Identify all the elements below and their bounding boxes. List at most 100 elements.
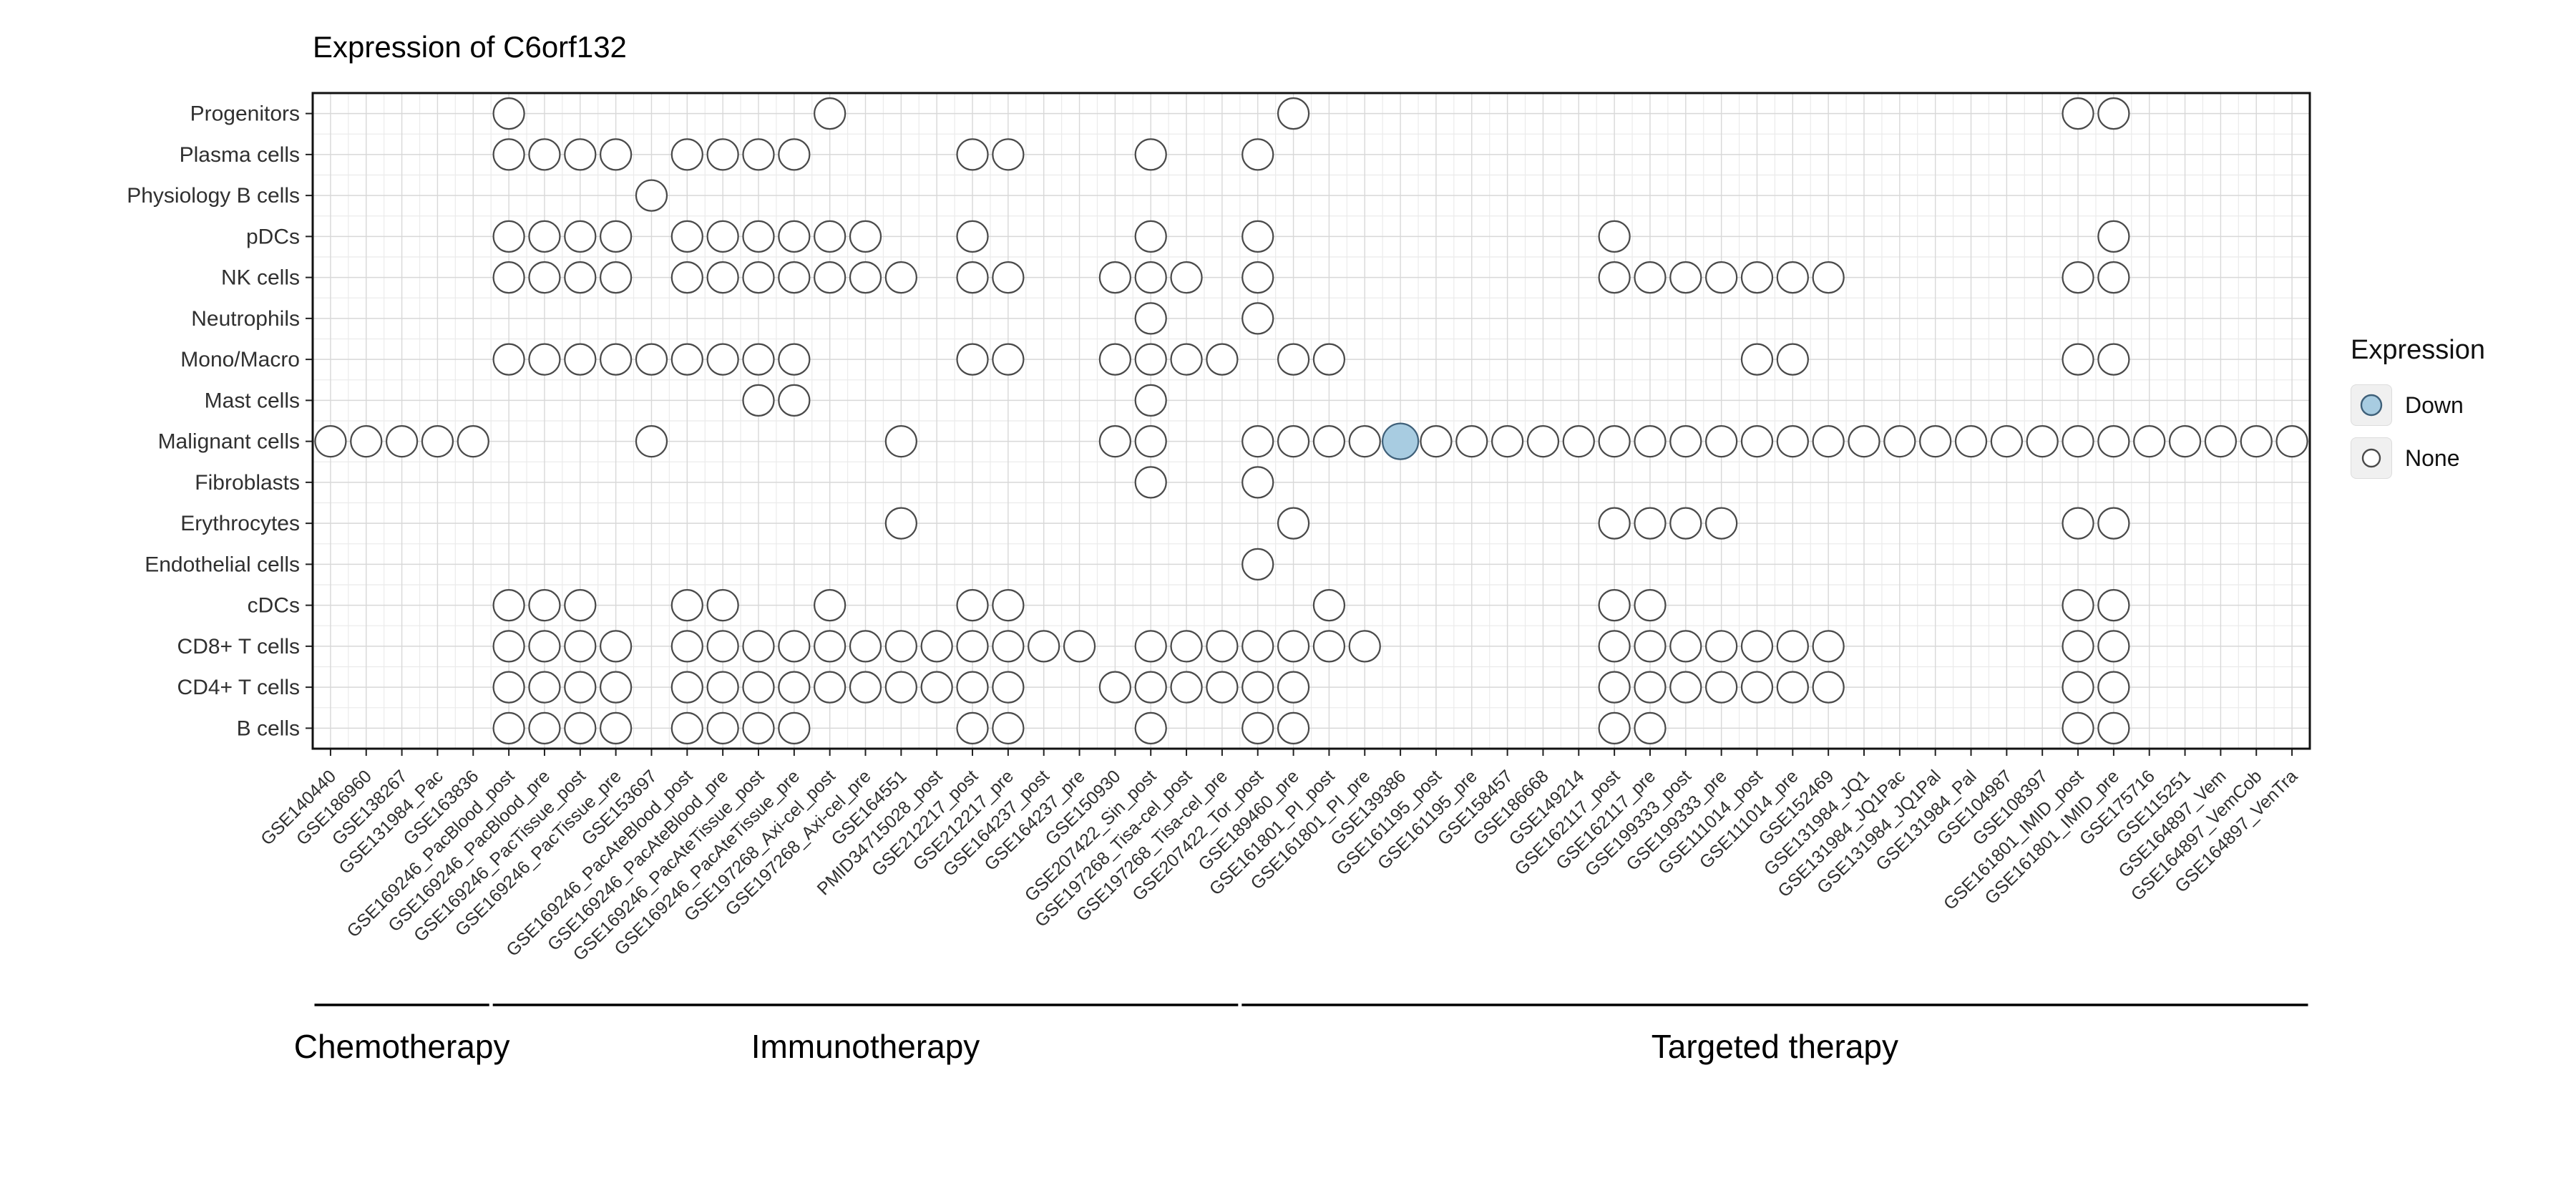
expression-dot bbox=[528, 630, 561, 663]
therapy-groups: Chemotherapy Immunotherapy Targeted therap… bbox=[294, 1003, 2308, 1065]
expression-dot bbox=[600, 220, 633, 253]
expression-dot bbox=[492, 97, 525, 130]
expression-dot bbox=[1277, 425, 1310, 458]
panel-border bbox=[311, 92, 2311, 750]
expression-dot bbox=[1312, 425, 1346, 458]
expression-dot bbox=[1241, 220, 1274, 253]
expression-dot-down bbox=[1381, 422, 1420, 460]
y-tick-label: NK cells bbox=[221, 266, 300, 290]
expression-dot bbox=[1134, 384, 1167, 417]
expression-dot bbox=[564, 589, 597, 622]
expression-dot bbox=[742, 711, 775, 744]
expression-dot bbox=[635, 179, 668, 212]
expression-dot bbox=[1990, 425, 2023, 458]
chart-title: Expression of C6orf132 bbox=[313, 30, 627, 64]
expression-dot bbox=[385, 425, 419, 458]
expression-dot bbox=[600, 630, 633, 663]
expression-dot bbox=[528, 261, 561, 294]
expression-dot bbox=[2062, 507, 2094, 540]
expression-dot bbox=[1812, 261, 1845, 294]
legend-label-down: Down bbox=[2405, 392, 2464, 418]
expression-dot bbox=[992, 630, 1025, 663]
expression-dot bbox=[2097, 507, 2130, 540]
expression-dot bbox=[742, 261, 775, 294]
expression-dot bbox=[1420, 425, 1453, 458]
expression-dot bbox=[564, 138, 597, 171]
expression-dot bbox=[778, 261, 811, 294]
expression-dot bbox=[992, 138, 1025, 171]
y-tick-label: Malignant cells bbox=[158, 430, 300, 454]
expression-dot bbox=[814, 261, 847, 294]
expression-dot bbox=[1241, 548, 1274, 580]
expression-dot bbox=[492, 711, 525, 744]
expression-dot bbox=[1883, 425, 1916, 458]
expression-dot bbox=[2097, 630, 2130, 663]
expression-dot bbox=[1206, 343, 1239, 376]
expression-dot bbox=[1634, 671, 1667, 704]
expression-dot bbox=[1669, 507, 1702, 540]
expression-dot bbox=[2062, 630, 2094, 663]
expression-dot bbox=[1277, 507, 1310, 540]
expression-dot bbox=[1312, 630, 1346, 663]
expression-dot bbox=[992, 671, 1025, 704]
expression-dot bbox=[920, 671, 953, 704]
expression-dot bbox=[1134, 711, 1167, 744]
expression-dot bbox=[1277, 711, 1310, 744]
expression-dot bbox=[1598, 671, 1631, 704]
expression-dot bbox=[600, 343, 633, 376]
expression-dot bbox=[956, 261, 989, 294]
expression-dot bbox=[1669, 630, 1702, 663]
none-dot-icon bbox=[2361, 448, 2381, 468]
expression-dot bbox=[1348, 425, 1381, 458]
y-tick-label: B cells bbox=[237, 716, 300, 740]
expression-dot bbox=[670, 589, 703, 622]
y-tick-label: Endothelial cells bbox=[145, 553, 300, 576]
expression-dot bbox=[814, 97, 847, 130]
expression-dot bbox=[670, 711, 703, 744]
expression-dot bbox=[1277, 630, 1310, 663]
expression-dot bbox=[742, 671, 775, 704]
expression-dot bbox=[2097, 97, 2130, 130]
expression-dot bbox=[920, 630, 953, 663]
expression-dot bbox=[956, 343, 989, 376]
expression-dot bbox=[2097, 343, 2130, 376]
y-tick-label: Mono/Macro bbox=[180, 348, 300, 371]
expression-dot bbox=[2062, 589, 2094, 622]
expression-dot bbox=[1241, 630, 1274, 663]
expression-dot bbox=[1669, 425, 1702, 458]
expression-dot bbox=[492, 343, 525, 376]
expression-dot bbox=[1776, 630, 1809, 663]
expression-dot bbox=[350, 425, 383, 458]
expression-dot bbox=[528, 138, 561, 171]
expression-dot bbox=[956, 630, 989, 663]
expression-dot bbox=[1598, 630, 1631, 663]
expression-dot bbox=[600, 138, 633, 171]
y-tick-label: Progenitors bbox=[190, 102, 300, 126]
expression-dot bbox=[1776, 343, 1809, 376]
expression-dot bbox=[1134, 466, 1167, 499]
expression-dot bbox=[492, 220, 525, 253]
expression-dot bbox=[670, 671, 703, 704]
expression-dot bbox=[1134, 425, 1167, 458]
expression-dot bbox=[706, 711, 739, 744]
expression-dot bbox=[564, 343, 597, 376]
expression-dot bbox=[1312, 589, 1346, 622]
expression-dot bbox=[528, 343, 561, 376]
expression-dot bbox=[2062, 425, 2094, 458]
y-tick-label: cDCs bbox=[248, 594, 300, 618]
expression-dot bbox=[1812, 425, 1845, 458]
expression-dot bbox=[1455, 425, 1488, 458]
expression-dot bbox=[314, 425, 347, 458]
x-axis-labels: GSE140440GSE186960GSE138267GSE131984_Pac… bbox=[257, 766, 2301, 965]
y-tick-label: Erythrocytes bbox=[180, 512, 300, 535]
expression-dot bbox=[564, 220, 597, 253]
expression-dot bbox=[1170, 630, 1203, 663]
expression-dot bbox=[1634, 711, 1667, 744]
expression-dot bbox=[1098, 261, 1131, 294]
expression-dot bbox=[956, 220, 989, 253]
expression-dot bbox=[1812, 671, 1845, 704]
expression-dot bbox=[1170, 343, 1203, 376]
expression-dot bbox=[849, 261, 882, 294]
expression-dot bbox=[1134, 302, 1167, 335]
